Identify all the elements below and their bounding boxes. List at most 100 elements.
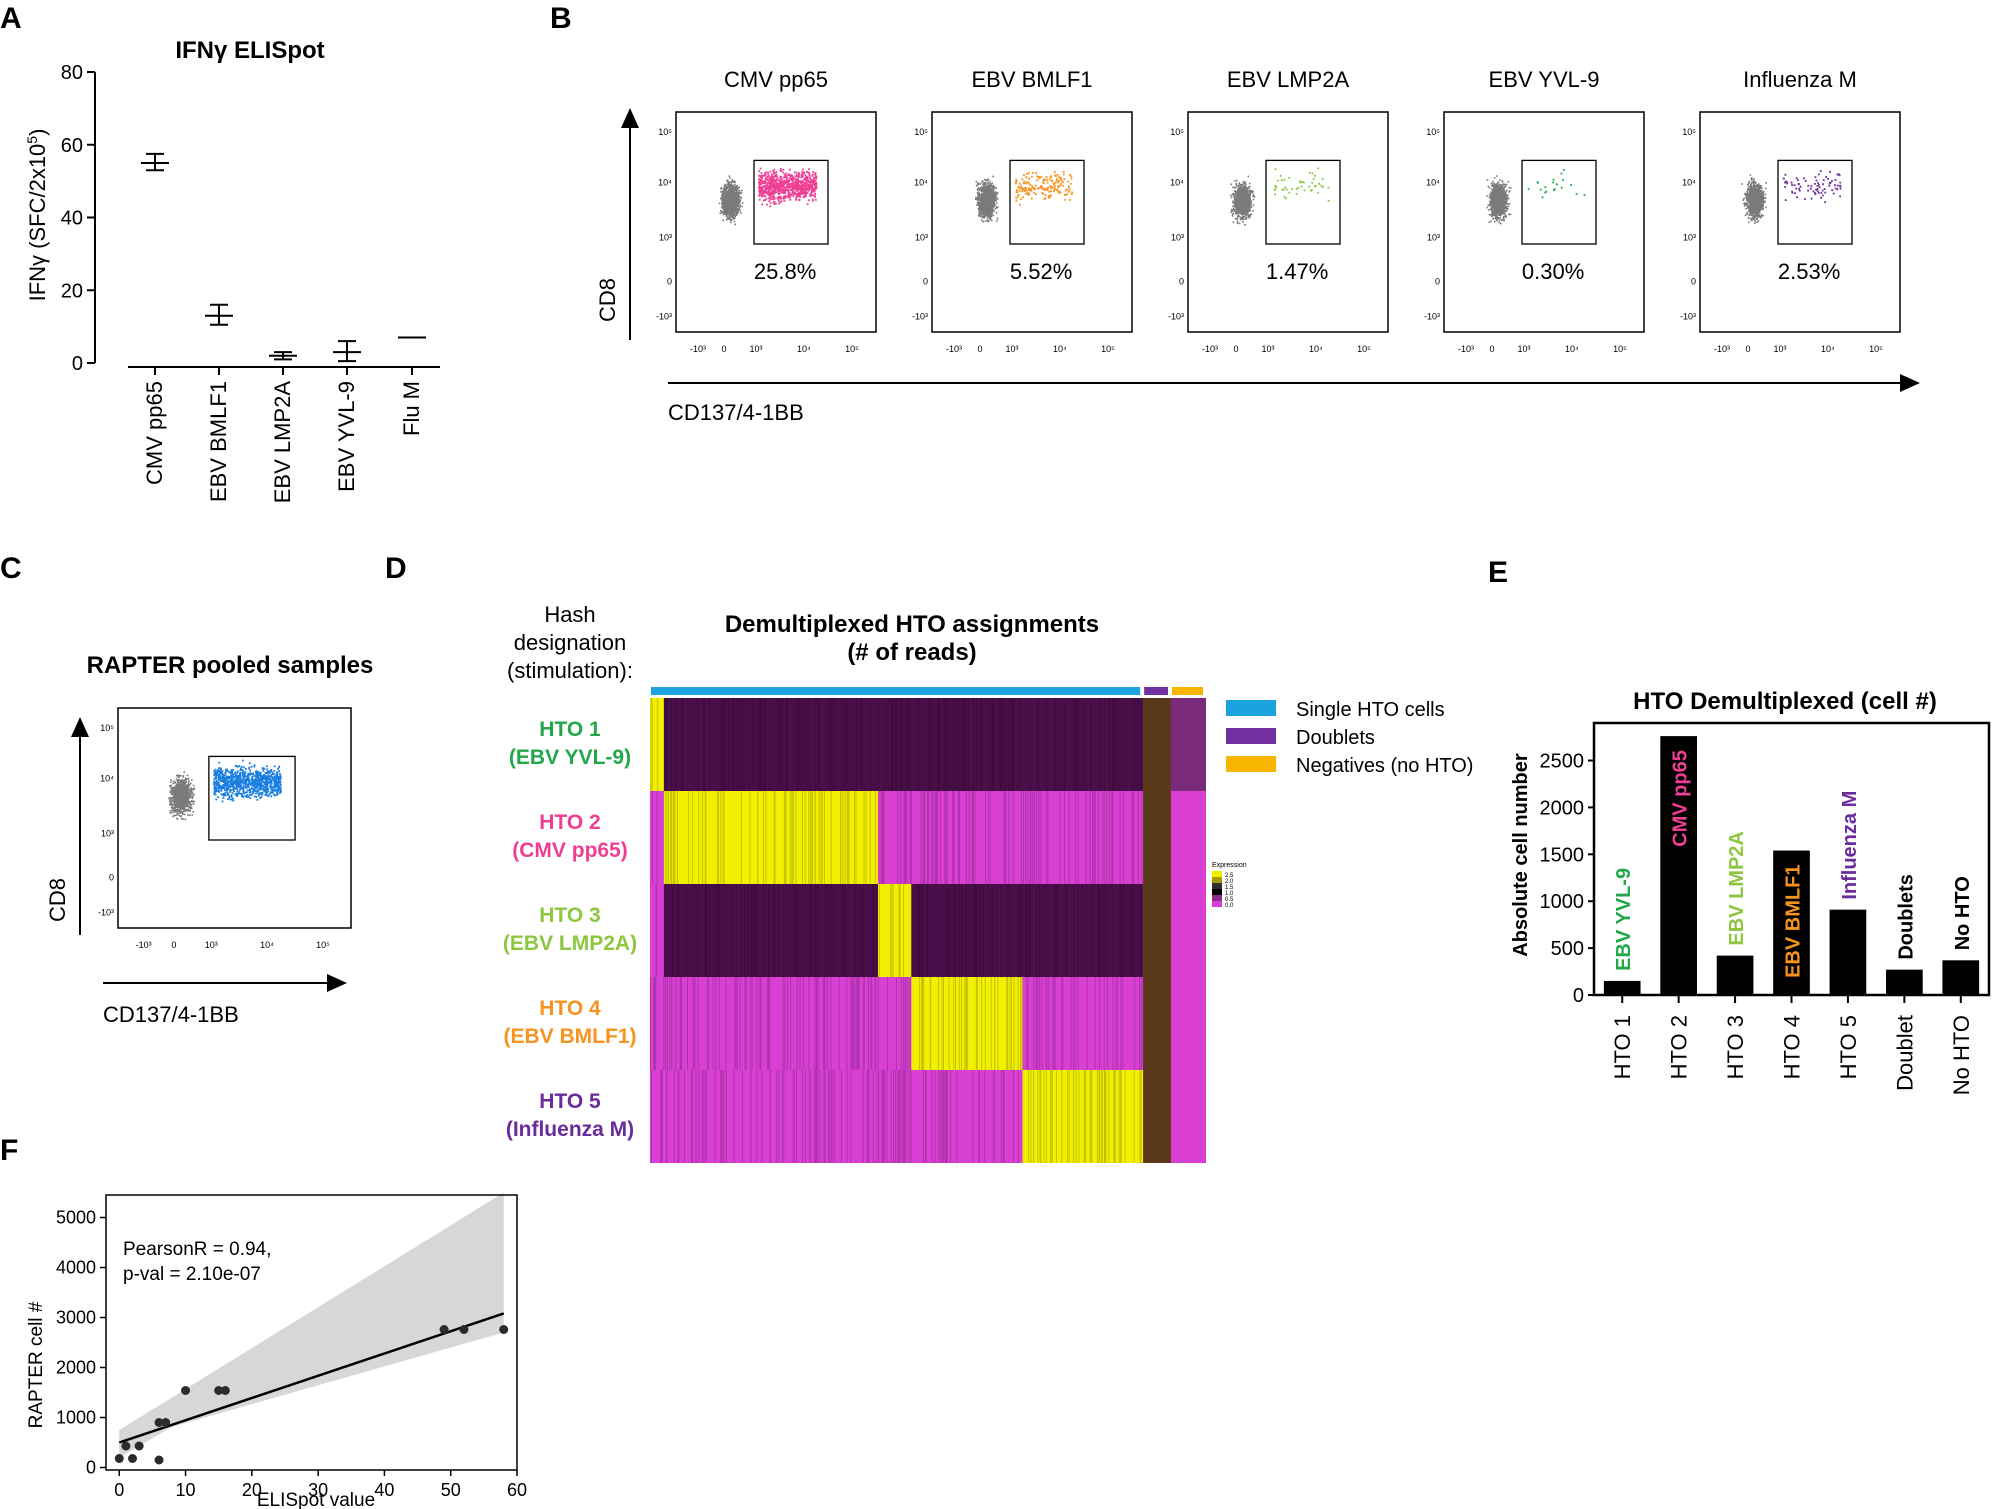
- colorbar-cell: [1212, 871, 1222, 877]
- x-tick-label: 10³: [1773, 344, 1786, 354]
- gate-box: [1777, 159, 1853, 245]
- corr-annotation-1: PearsonR = 0.94,: [123, 1239, 271, 1260]
- stripe-texture: [651, 1070, 1142, 1163]
- pooled-x-arrow-head: [327, 974, 347, 992]
- plot-frame: [117, 707, 352, 929]
- data-point: [114, 1454, 124, 1463]
- x-tick-label: EBV LMP2A: [270, 381, 295, 504]
- stripe-texture: [655, 884, 1142, 977]
- y-tick-label: 0: [72, 353, 83, 375]
- flow-panels: CD8 CD137/4-1BB CMV pp65 10⁵ 10⁴ 10³ 0 -10³ -1…: [595, 67, 1920, 425]
- panel-label-a: A: [0, 2, 22, 35]
- y-tick-label: 5000: [56, 1208, 96, 1228]
- x-tick-label: 0: [977, 344, 982, 354]
- y-tick-label: 2000: [56, 1358, 96, 1378]
- x-tick-label: 50: [441, 1480, 461, 1500]
- y-tick-label: 10³: [1427, 232, 1440, 242]
- flow-plot-title: EBV LMP2A: [1227, 67, 1350, 92]
- stripe-texture: [650, 698, 1144, 791]
- legend-swatch: [1226, 756, 1276, 772]
- y-tick-label: 10³: [1171, 232, 1184, 242]
- y-tick-label: 10⁵: [100, 723, 114, 733]
- y-tick-label: 10⁴: [1682, 177, 1696, 187]
- flow-plot-group: CMV pp65 10⁵ 10⁴ 10³ 0 -10³ -10³ 0 10³ 10⁴ 10⁵ 25.8…: [656, 67, 1901, 354]
- x-tick-label: 10⁵: [1357, 344, 1371, 354]
- elispot-title: IFNγ ELISpot: [175, 37, 324, 64]
- row-label-stim: (CMV pp65): [512, 839, 628, 862]
- bar-label: EBV YVL-9: [1613, 868, 1635, 971]
- doublet-column: [1143, 698, 1171, 791]
- data-point: [154, 1455, 164, 1465]
- positive-population: [1782, 170, 1842, 203]
- y-tick-label: 10⁴: [1426, 177, 1440, 187]
- group-band-3: [1171, 687, 1203, 695]
- hto-heatmap: Hash designation (stimulation): Demultip…: [503, 602, 1473, 1163]
- y-tick-label: 40: [61, 208, 83, 230]
- x-tick-label: 0: [1489, 344, 1494, 354]
- x-tick-label: 10³: [1005, 344, 1018, 354]
- x-tick-label: 10⁵: [1613, 344, 1627, 354]
- flow-plot-percent: 5.52%: [1010, 259, 1072, 284]
- bar-label: CMV pp65: [1670, 750, 1692, 847]
- x-tick-label: No HTO: [1949, 1015, 1974, 1095]
- x-tick-label: 0: [114, 1480, 124, 1500]
- y-tick-label: 0: [1691, 276, 1696, 286]
- y-tick-label: 10⁴: [1170, 177, 1184, 187]
- heatmap-row-header-2: designation: [514, 630, 627, 655]
- x-tick-label: 10³: [749, 344, 762, 354]
- data-point: [121, 1441, 131, 1451]
- y-tick-label: -10³: [912, 312, 928, 322]
- data-point: [181, 1386, 191, 1395]
- x-tick-label: HTO 3: [1723, 1015, 1748, 1079]
- x-tick-label: HTO 1: [1610, 1015, 1635, 1079]
- x-tick-label: 30: [308, 1480, 328, 1500]
- positive-population: [1527, 168, 1586, 199]
- heatmap-body: HTO 1 (EBV YVL-9) HTO 2 (CMV pp65) HTO 3 (EBV…: [503, 687, 1206, 1163]
- y-tick-label: 60: [61, 135, 83, 157]
- y-tick-label: 0: [1179, 276, 1184, 286]
- colorbar-tick: 0.5: [1225, 897, 1234, 903]
- x-tick-label: EBV YVL-9: [334, 381, 359, 492]
- bar: [1829, 909, 1867, 995]
- y-tick-label: 2000: [1540, 797, 1585, 819]
- flow-x-arrow-head: [1900, 374, 1920, 392]
- row-label-hto: HTO 5: [539, 1090, 601, 1113]
- data-point: [161, 1418, 171, 1427]
- negative-population: [975, 175, 999, 223]
- x-tick-label: -10³: [1202, 344, 1218, 354]
- elispot-y-label: IFNγ (SFC/2x105): [24, 129, 50, 302]
- y-tick-label: 2500: [1540, 751, 1585, 773]
- x-tick-label: 10⁵: [1101, 344, 1115, 354]
- row-label-stim: (EBV BMLF1): [504, 1025, 637, 1048]
- mid-block: [663, 884, 878, 977]
- row-label-hto: HTO 2: [539, 811, 600, 834]
- y-tick-label: 10⁴: [914, 177, 928, 187]
- correlation-chart: RAPTER cell # ELISpot value PearsonR = 0…: [26, 1192, 527, 1509]
- positive-population: [1015, 170, 1073, 206]
- pooled-y-arrow-head: [71, 717, 89, 737]
- colorbar-tick: 0.0: [1225, 903, 1234, 909]
- colorbar-title: Expression: [1212, 862, 1247, 869]
- x-tick-label: Doublet: [1892, 1015, 1917, 1091]
- y-tick-label: 10⁴: [100, 773, 114, 783]
- x-tick-label: -10³: [136, 940, 152, 950]
- flow-plot-percent: 25.8%: [754, 259, 816, 284]
- y-tick-label: -10³: [1680, 312, 1696, 322]
- negative-column: [1170, 977, 1206, 1070]
- x-tick-label: 0: [721, 344, 726, 354]
- x-tick-label: 10: [176, 1480, 196, 1500]
- high-block: [663, 791, 878, 884]
- colorbar-cell: [1212, 889, 1222, 895]
- y-tick-label: 500: [1551, 938, 1584, 960]
- y-tick-label: 20: [61, 280, 83, 302]
- legend-label: Single HTO cells: [1296, 699, 1445, 721]
- heatmap-title-1: Demultiplexed HTO assignments: [725, 611, 1099, 638]
- panel-label-b: B: [550, 2, 572, 35]
- x-tick-label: -10³: [946, 344, 962, 354]
- y-tick-label: 0: [109, 872, 114, 882]
- positive-population: [213, 759, 282, 803]
- y-tick-label: 10³: [1683, 232, 1696, 242]
- y-tick-label: 0: [1435, 276, 1440, 286]
- flow-plot-5: Influenza M 10⁵ 10⁴ 10³ 0 -10³ -10³ 0 10³ 10⁴ 10⁵ 2…: [1680, 67, 1901, 354]
